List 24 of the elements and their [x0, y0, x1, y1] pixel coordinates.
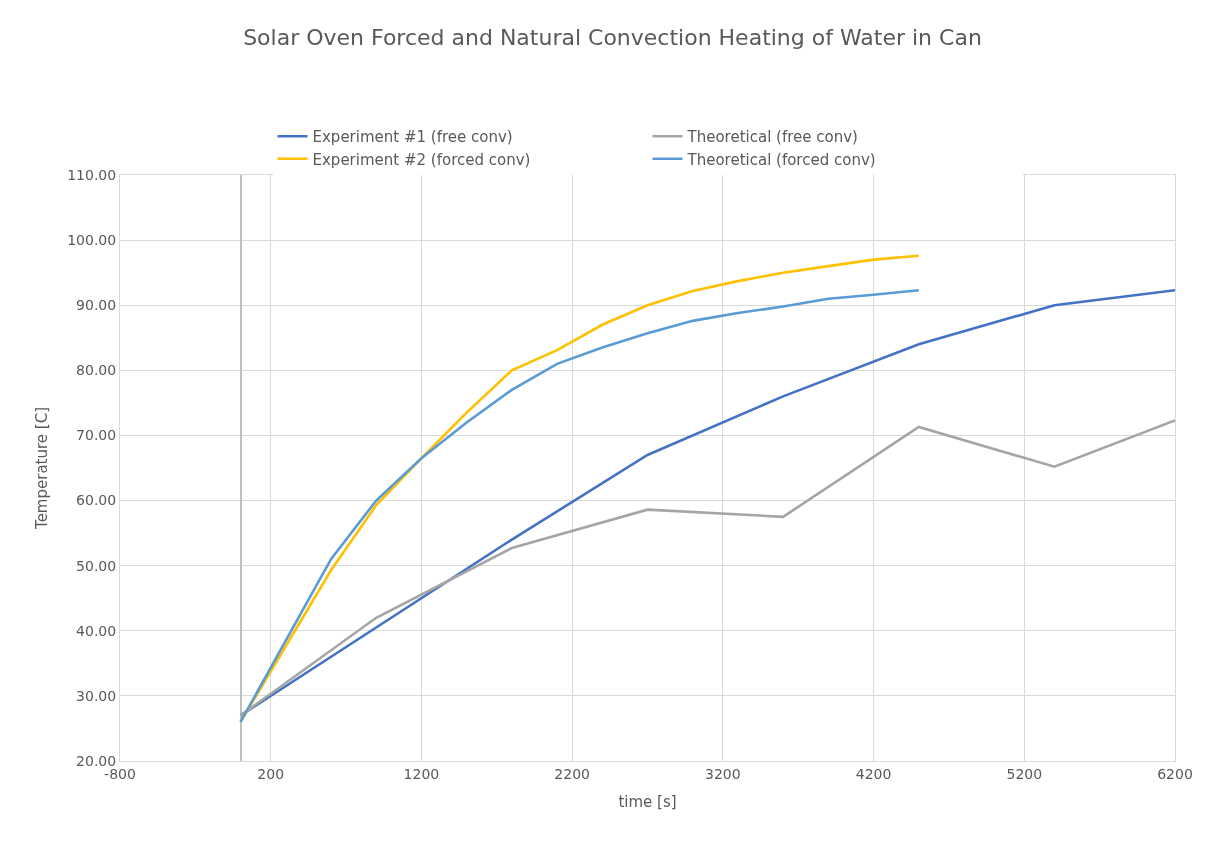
x-tick-label: 4200 — [855, 765, 892, 782]
y-tick-label: 30.00 — [76, 687, 117, 704]
y-tick-label: 70.00 — [76, 427, 117, 444]
legend-label: Theoretical (free conv) — [686, 128, 858, 147]
x-tick-label: 200 — [257, 765, 285, 782]
legend-label: Theoretical (forced conv) — [686, 150, 876, 169]
chart-title: Solar Oven Forced and Natural Convection Heating of Water in Can — [243, 25, 982, 51]
x-axis-title: time [s] — [618, 792, 677, 811]
line-series — [239, 419, 1175, 717]
y-axis-title: Temperature [C] — [33, 407, 52, 530]
y-tick-label: 60.00 — [76, 492, 117, 509]
y-tick-label: 110.00 — [67, 166, 117, 183]
y-tick-label: 100.00 — [67, 232, 117, 249]
legend-label: Experiment #2 (forced conv) — [312, 150, 531, 169]
y-tick-label: 90.00 — [76, 297, 117, 314]
y-tick-label: 50.00 — [76, 557, 117, 574]
x-tick-label: 5200 — [1006, 765, 1043, 782]
x-tick-label: 1200 — [403, 765, 440, 782]
y-tick-label: 40.00 — [76, 622, 117, 639]
y-tick-label: 80.00 — [76, 362, 117, 379]
legend-label: Experiment #1 (free conv) — [312, 128, 513, 147]
x-tick-label: 3200 — [705, 765, 741, 782]
x-tick-label: 6200 — [1157, 765, 1193, 782]
x-tick-label: 2200 — [554, 765, 590, 782]
